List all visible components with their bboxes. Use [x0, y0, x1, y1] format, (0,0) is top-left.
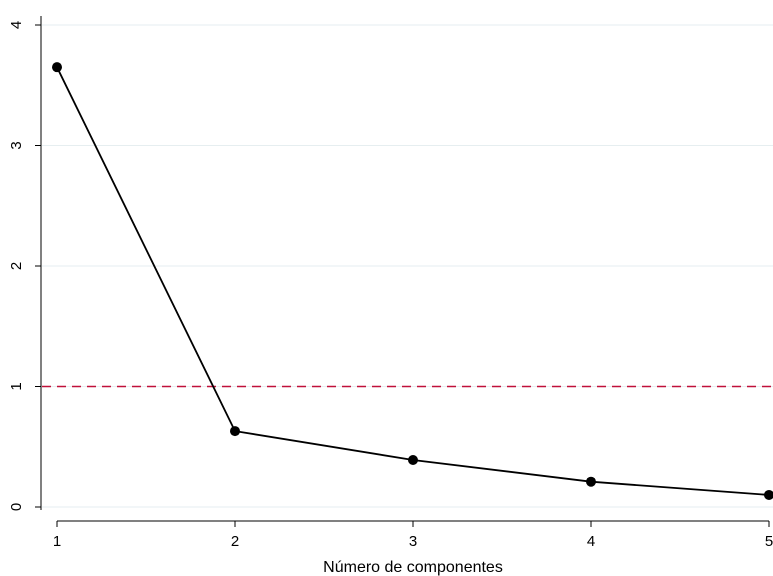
data-point-1 [52, 62, 62, 73]
series-line-0 [56, 66, 770, 496]
y-tick-label-0: 0 [8, 503, 25, 511]
x-axis-ticks: 1 2 3 4 5 [53, 521, 773, 550]
x-tick-label-2: 2 [231, 533, 239, 550]
x-tick-label-1: 1 [53, 533, 61, 550]
y-tick-label-4: 4 [8, 21, 25, 29]
x-axis-title: Número de componentes [323, 559, 503, 576]
y-tick-label-3: 3 [8, 141, 25, 149]
data-point-5 [764, 489, 773, 500]
data-point-3 [408, 455, 418, 466]
y-tick-label-1: 1 [8, 382, 25, 390]
series-layer [52, 62, 773, 500]
gridlines [42, 24, 773, 508]
y-axis-ticks: 0 1 2 3 4 [8, 21, 41, 511]
x-tick-label-4: 4 [587, 533, 595, 550]
y-tick-label-2: 2 [8, 262, 25, 270]
x-tick-label-3: 3 [409, 533, 417, 550]
data-point-2 [230, 426, 240, 437]
x-tick-label-5: 5 [765, 533, 773, 550]
data-point-4 [586, 476, 596, 487]
